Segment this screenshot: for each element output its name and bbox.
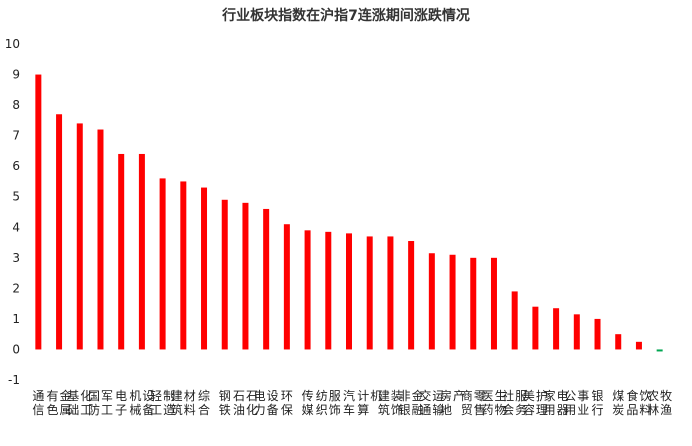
bar: [138, 153, 145, 350]
bar: [304, 230, 311, 350]
x-tick-label: 石油石化: [233, 389, 258, 417]
bar: [201, 187, 208, 350]
bar: [97, 129, 104, 350]
x-tick-label: 汽车: [343, 388, 355, 417]
bar: [159, 178, 166, 350]
x-tick-label: 通信: [32, 389, 44, 417]
x-tick-label: 煤炭: [612, 389, 624, 417]
y-tick-label: 4: [12, 220, 20, 234]
chart-title: 行业板块指数在沪指7连涨期间涨跌情况: [221, 7, 470, 24]
bar: [470, 257, 477, 350]
x-tick-label: 商贸零售: [461, 388, 486, 417]
y-tick-label: 10: [5, 37, 20, 51]
bars: [35, 74, 663, 352]
x-tick-label: 电子: [115, 389, 127, 417]
bar: [594, 318, 601, 350]
bar: [221, 199, 228, 350]
bar: [180, 181, 187, 350]
x-tick-label: 非银金融: [399, 388, 424, 417]
bar: [615, 334, 622, 350]
x-tick-label: 房地产: [440, 388, 465, 417]
y-tick-label: 1: [12, 312, 20, 326]
bar: [511, 291, 518, 350]
x-tick-label: 社会服务: [502, 388, 527, 417]
y-tick-label: -1: [8, 373, 20, 387]
x-tick-label: 钢铁: [219, 389, 231, 417]
x-tick-label: 机械设备: [129, 389, 154, 417]
bar: [573, 314, 580, 350]
x-tick-label: 轻工制造: [150, 389, 175, 417]
y-tick-label: 5: [12, 190, 20, 204]
x-tick-label: 银行: [592, 389, 604, 417]
x-tick-label: 美容护理: [523, 389, 548, 417]
bar: [56, 114, 63, 350]
bar: [242, 202, 249, 350]
y-axis: -1 0 1 2 3 4 5 6 7 8 9 10: [5, 37, 20, 387]
x-tick-label: 计算机: [357, 389, 382, 417]
bar: [325, 231, 332, 350]
y-tick-label: 3: [12, 251, 20, 265]
bar: [532, 306, 539, 350]
x-tick-label: 环保: [281, 389, 293, 417]
bar: [428, 253, 435, 350]
y-tick-label: 9: [12, 68, 20, 82]
x-tick-label: 基础化工: [67, 389, 92, 417]
x-tick-label: 综合: [198, 389, 210, 417]
bar: [346, 233, 352, 350]
x-tick-label: 建筑装饰: [378, 389, 403, 417]
x-tick-label: 医药生物: [481, 389, 506, 417]
bar: [118, 153, 125, 350]
bar: [449, 254, 456, 350]
bar: [387, 236, 394, 350]
bar: [490, 257, 497, 350]
x-tick-label: 建筑材料: [171, 389, 196, 417]
x-tick-label: 农林牧渔: [647, 389, 672, 417]
bar: [366, 236, 373, 350]
bar: [635, 341, 642, 350]
x-tick-label: 国防军工: [88, 389, 113, 417]
x-axis: 通信有色金属基础化工国防军工电子机械设备轻工制造建筑材料综合钢铁石油石化电力设备…: [32, 388, 672, 417]
x-tick-label: 传媒: [302, 388, 314, 417]
bar: [283, 224, 290, 350]
bar: [408, 241, 415, 350]
y-tick-label: 2: [12, 281, 20, 295]
bar: [76, 123, 83, 350]
x-tick-label: 家用电器: [544, 388, 569, 417]
bar: [263, 208, 270, 350]
bar: [553, 308, 560, 350]
x-tick-label: 食品饮料: [626, 388, 651, 417]
y-tick-label: 8: [12, 98, 20, 112]
x-tick-label: 有色金属: [47, 388, 72, 417]
bar: [656, 349, 663, 352]
x-tick-label: 交通运输: [419, 388, 444, 417]
x-tick-label: 电力设备: [254, 389, 279, 417]
y-tick-label: 7: [12, 129, 20, 143]
y-tick-label: 6: [12, 159, 20, 173]
x-tick-label: 纺织服饰: [316, 389, 341, 417]
x-tick-label: 公用事业: [564, 389, 589, 417]
y-tick-label: 0: [12, 342, 20, 356]
bar: [35, 74, 42, 350]
